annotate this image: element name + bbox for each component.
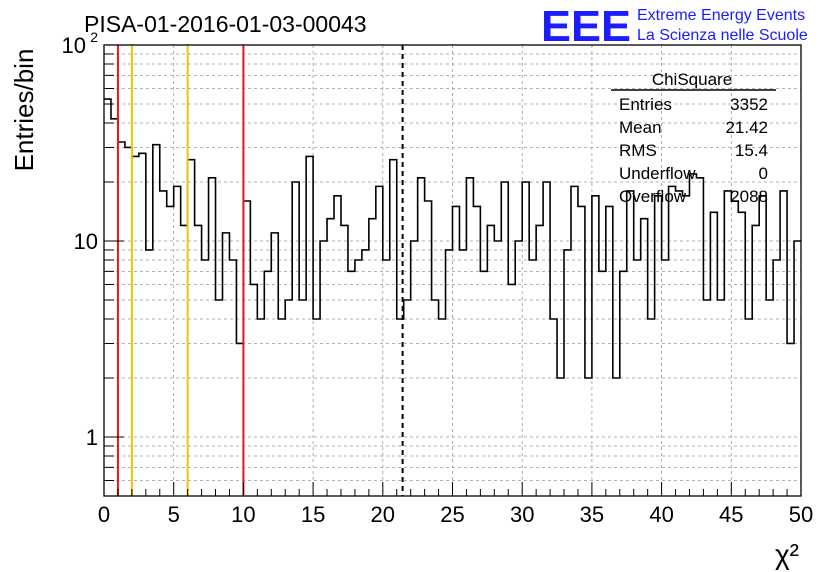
y-tick-exponent: 2	[90, 29, 98, 45]
grid-lines	[104, 45, 801, 496]
x-tick-label: 10	[231, 502, 255, 527]
stats-box: ChiSquare Entries 3352 Mean 21.42 RMS 15…	[611, 70, 776, 206]
histogram-series	[104, 98, 801, 379]
x-tick-label: 50	[789, 502, 813, 527]
x-tick-label: 25	[440, 502, 464, 527]
reference-lines	[116, 45, 404, 496]
y-tick-label: 1	[86, 425, 98, 450]
plot-frame	[103, 44, 802, 497]
logo-line-2: La Scienza nelle Scuole	[637, 27, 808, 44]
stats-label-entries: Entries	[619, 95, 672, 114]
stats-label-underflow: Underflow	[619, 164, 696, 183]
stats-title: ChiSquare	[652, 70, 732, 89]
x-tick-label: 0	[98, 502, 110, 527]
x-tick-label: 45	[719, 502, 743, 527]
stats-value-overflow: 2088	[730, 187, 768, 206]
stats-value-rms: 15.4	[735, 141, 768, 160]
eee-logo: EEE	[541, 2, 631, 51]
x-axis-title: χ²	[775, 539, 799, 570]
stats-label-rms: RMS	[619, 141, 657, 160]
stats-label-overflow: Overflow	[619, 187, 687, 206]
stats-value-underflow: 0	[759, 164, 768, 183]
stats-value-entries: 3352	[730, 95, 768, 114]
x-tick-label: 40	[649, 502, 673, 527]
histogram-layer	[104, 98, 801, 379]
axis-ticks	[103, 44, 802, 497]
x-tick-label: 20	[371, 502, 395, 527]
y-axis-title: Entries/bin	[9, 49, 39, 172]
logo-line-1: Extreme Energy Events	[637, 7, 805, 24]
x-tick-label: 5	[168, 502, 180, 527]
y-tick-label: 10	[62, 33, 86, 58]
stats-label-mean: Mean	[619, 118, 662, 137]
x-tick-label: 35	[580, 502, 604, 527]
x-tick-label: 30	[510, 502, 534, 527]
stats-value-mean: 21.42	[725, 118, 768, 137]
y-tick-label: 10	[74, 229, 98, 254]
x-tick-label: 15	[301, 502, 325, 527]
run-title: PISA-01-2016-01-03-00043	[84, 11, 367, 37]
